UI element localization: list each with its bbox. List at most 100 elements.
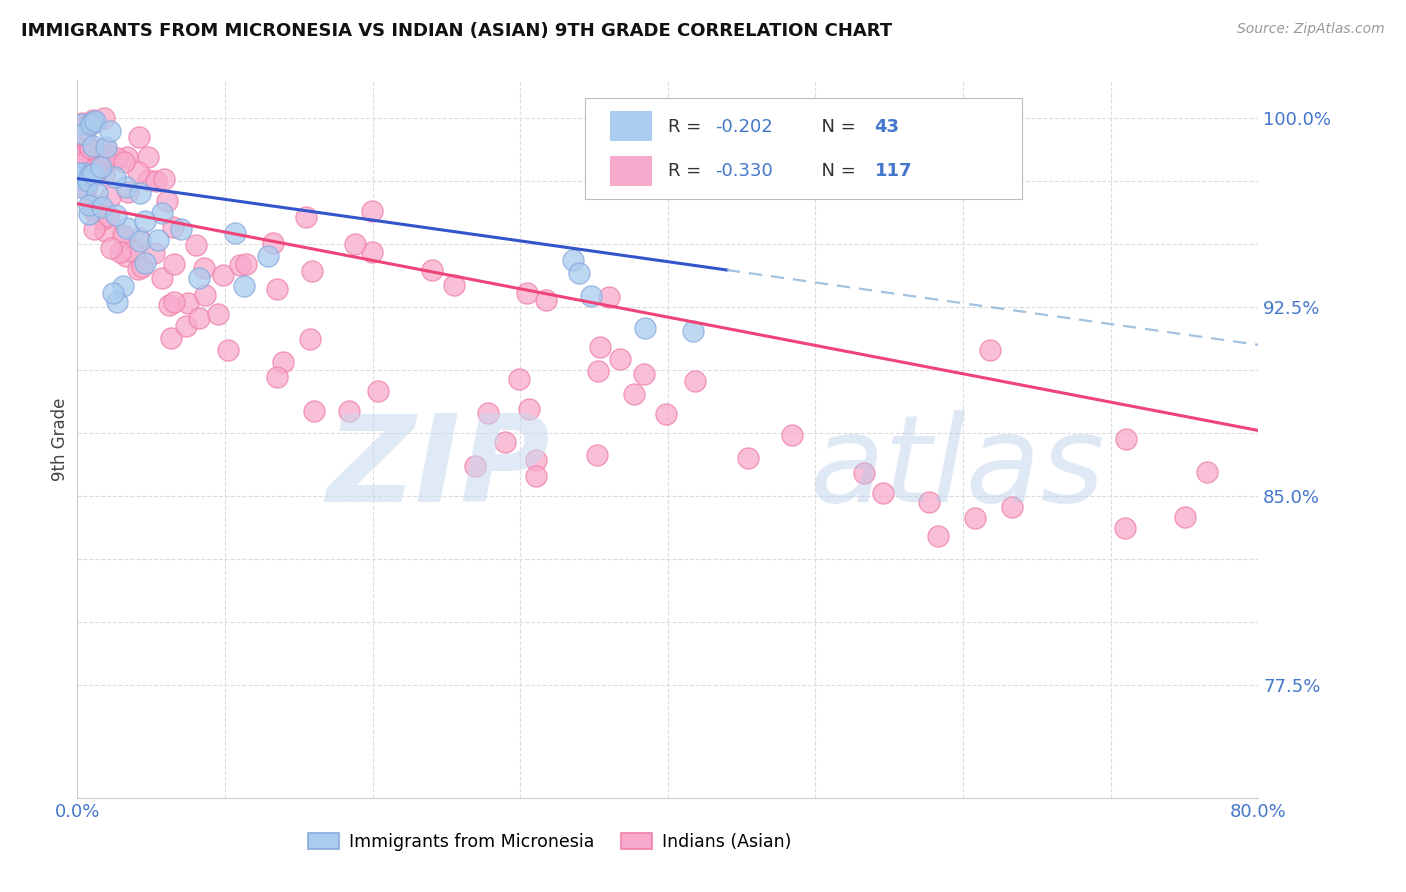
Point [136,150,159,164]
Point [115,220,138,235]
Point [211,268,233,283]
Point [73,166,96,180]
Point [163,257,186,271]
FancyBboxPatch shape [585,98,1022,199]
Point [266,282,288,296]
Point [623,387,645,401]
Legend: Immigrants from Micronesia, Indians (Asian): Immigrants from Micronesia, Indians (Asi… [301,826,799,858]
Point [129,186,152,200]
Point [266,369,288,384]
Point [271,355,294,369]
Point [150,271,173,285]
Point [224,226,246,240]
Point [235,257,257,271]
Point [77,153,100,167]
Point [302,404,325,418]
Point [422,263,444,277]
Point [979,343,1001,358]
Point [145,174,167,188]
Point [232,279,254,293]
Point [262,235,284,250]
Point [367,384,389,398]
Point [682,324,704,338]
Point [117,186,139,200]
Point [66,178,89,192]
Point [187,270,209,285]
Point [111,279,134,293]
Point [464,459,486,474]
Point [94,140,117,154]
Point [97,209,120,223]
Point [853,467,876,481]
Point [66,166,89,180]
Point [524,453,547,467]
Point [69,149,91,163]
Point [127,165,149,179]
Text: N =: N = [810,118,860,136]
Point [193,260,215,275]
Text: Source: ZipAtlas.com: Source: ZipAtlas.com [1237,22,1385,37]
Point [443,277,465,292]
Point [98,124,121,138]
Point [83,162,105,177]
Point [157,298,180,312]
Point [634,320,657,334]
Point [114,249,136,263]
Point [83,204,105,219]
Point [83,222,105,236]
Text: R =: R = [668,118,707,136]
Text: -0.202: -0.202 [716,118,773,136]
Point [361,244,384,259]
Point [579,289,602,303]
Point [77,139,100,153]
Point [82,138,104,153]
Point [128,129,150,144]
Point [299,332,322,346]
FancyBboxPatch shape [610,112,652,141]
Point [524,468,547,483]
Point [128,231,150,245]
Point [121,244,143,258]
Point [82,112,104,127]
Text: atlas: atlas [810,409,1105,526]
Point [872,485,894,500]
Point [127,262,149,277]
Point [103,286,125,301]
Point [301,264,323,278]
Point [186,238,208,252]
Point [75,180,97,194]
Text: -0.330: -0.330 [716,161,773,180]
Point [90,200,112,214]
Point [87,157,110,171]
Point [534,293,557,308]
Text: R =: R = [668,161,707,180]
Point [105,151,128,165]
Point [562,253,585,268]
Point [79,117,101,131]
Point [94,157,117,171]
Point [82,167,104,181]
Point [73,128,96,143]
Point [108,244,131,259]
Point [737,451,759,466]
Point [508,372,530,386]
Point [80,196,103,211]
Point [70,116,93,130]
Point [1174,510,1197,524]
Point [655,407,678,421]
Point [93,111,115,125]
Point [1115,433,1137,447]
Point [100,241,122,255]
Point [69,120,91,134]
Point [156,194,179,209]
Point [217,343,239,357]
Point [115,150,138,164]
Point [70,117,93,131]
Point [360,204,382,219]
Point [79,168,101,182]
Point [598,290,620,304]
Point [494,434,516,449]
Point [72,127,94,141]
Point [77,198,100,212]
Point [136,173,159,187]
